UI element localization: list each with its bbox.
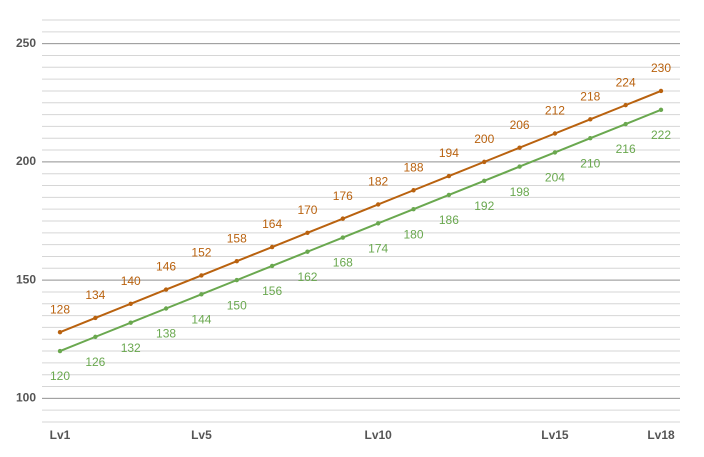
data-label: 156: [262, 284, 282, 298]
data-label: 200: [474, 132, 494, 146]
point: [623, 102, 628, 108]
data-label: 126: [85, 355, 105, 369]
point: [375, 202, 381, 207]
x-tick-label: Lv1: [50, 428, 71, 442]
data-label: 216: [616, 142, 636, 156]
data-label: 206: [510, 118, 530, 132]
point: [234, 277, 239, 283]
point: [305, 249, 310, 254]
point: [446, 192, 452, 198]
data-label: 144: [191, 312, 211, 326]
point: [305, 230, 310, 236]
point: [588, 136, 593, 141]
data-label: 146: [156, 260, 176, 274]
point: [340, 216, 346, 221]
point: [234, 259, 239, 264]
x-tick-label: Lv10: [364, 428, 392, 442]
point: [658, 107, 664, 113]
point: [57, 348, 63, 354]
data-label: 194: [439, 146, 459, 160]
data-label: 152: [191, 246, 211, 260]
y-tick-label: 250: [16, 36, 36, 50]
point: [552, 131, 558, 136]
data-label: 204: [545, 171, 565, 185]
data-label: 198: [510, 185, 530, 199]
data-label: 192: [474, 199, 494, 213]
data-label: 176: [333, 189, 353, 203]
data-label: 182: [368, 175, 388, 189]
data-label: 210: [580, 156, 600, 170]
data-label: 170: [297, 203, 317, 217]
point: [199, 292, 204, 297]
point: [552, 150, 558, 155]
point: [623, 121, 628, 127]
data-label: 168: [333, 256, 353, 270]
point: [163, 287, 169, 292]
point: [128, 320, 133, 325]
y-tick-label: 100: [16, 391, 36, 405]
data-label: 186: [439, 213, 459, 227]
point: [93, 315, 98, 321]
data-label: 132: [121, 341, 141, 355]
y-tick-label: 200: [16, 154, 36, 168]
point: [57, 329, 63, 335]
point: [199, 273, 204, 278]
data-label: 162: [297, 270, 317, 284]
x-tick-label: Lv15: [541, 428, 569, 442]
data-label: 138: [156, 327, 176, 341]
point: [411, 206, 416, 212]
point: [482, 178, 487, 183]
point: [269, 263, 275, 269]
data-label: 164: [262, 217, 282, 231]
point: [446, 173, 452, 179]
x-tick-label: Lv5: [191, 428, 212, 442]
data-label: 174: [368, 242, 388, 256]
data-label: 180: [404, 227, 424, 241]
data-label: 222: [651, 128, 671, 142]
data-label: 134: [85, 288, 105, 302]
point: [411, 188, 416, 193]
data-label: 230: [651, 61, 671, 75]
data-label: 224: [616, 75, 636, 89]
point: [517, 145, 522, 150]
data-label: 212: [545, 104, 565, 118]
data-label: 150: [227, 298, 247, 312]
data-label: 120: [50, 369, 70, 383]
series-line: [59, 90, 662, 334]
point: [482, 159, 487, 165]
point: [658, 88, 664, 94]
point: [269, 244, 275, 250]
data-label: 128: [50, 302, 70, 316]
point: [163, 306, 169, 311]
data-label: 158: [227, 231, 247, 245]
data-label: 188: [404, 160, 424, 174]
point: [340, 235, 346, 240]
point: [588, 117, 593, 122]
point: [375, 221, 381, 226]
data-label: 140: [121, 274, 141, 288]
point: [93, 334, 98, 340]
y-tick-label: 150: [16, 272, 36, 286]
data-label: 218: [580, 89, 600, 103]
point: [128, 301, 133, 306]
point: [517, 164, 522, 169]
series-line: [59, 108, 662, 352]
x-tick-label: Lv18: [647, 428, 675, 442]
